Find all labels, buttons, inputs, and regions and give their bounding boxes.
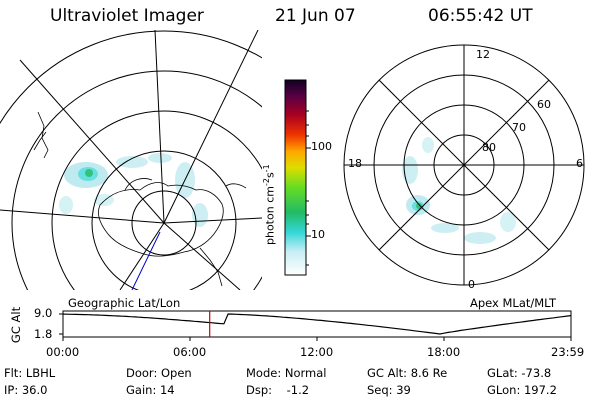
colorbar-unit-exp2: -1 (262, 164, 271, 173)
status-gc-altitude: GC Alt: 8.6 Re (367, 366, 448, 380)
altitude-y-tick-bottom: 1.8 (34, 327, 53, 341)
colorbar-unit-exp1: -2 (262, 178, 271, 187)
altitude-x-tick-0: 00:00 (46, 345, 80, 359)
mlt-label-12: 12 (476, 48, 490, 61)
mlt-label-6: 6 (576, 157, 583, 170)
altitude-axis-title: GC Alt (9, 306, 23, 344)
altitude-x-tick-4: 23:59 (551, 345, 585, 359)
aurora-emission-left (59, 153, 208, 227)
status-door: Door: Open (126, 366, 192, 380)
colorbar-tick-100: 100 (311, 140, 332, 153)
mlat-label-80: 80 (482, 141, 496, 154)
date-label: 21 Jun 07 (275, 6, 356, 26)
coastlines (33, 111, 247, 287)
colorbar-unit-text: photon cm (263, 186, 277, 245)
colorbar-tick-10: 10 (311, 228, 325, 241)
magnetic-map-label: Apex MLat/MLT (470, 296, 557, 310)
lat-circles (0, 30, 262, 290)
altitude-curve (62, 313, 572, 335)
altitude-x-tick-3: 18:00 (427, 345, 461, 359)
status-dsp: Dsp: -1.2 (246, 383, 310, 397)
colorbar-unit-label: photon cm-2s-1 (262, 164, 277, 245)
status-gain: Gain: 14 (126, 383, 175, 397)
mlt-lines (344, 45, 584, 285)
instrument-title: Ultraviolet Imager (50, 6, 204, 26)
status-ip: IP: 36.0 (4, 383, 48, 397)
aurora-emission-right (402, 137, 516, 244)
altitude-plot-frame (62, 310, 572, 338)
altitude-plot (59, 310, 572, 341)
mlt-label-0: 0 (468, 278, 475, 291)
mlat-label-70: 70 (512, 121, 526, 134)
color-scale-bar (284, 79, 307, 276)
altitude-x-ticks (59, 313, 572, 341)
status-filter: Flt: LBHL (4, 366, 56, 380)
altitude-y-tick-top: 9.0 (34, 306, 53, 320)
altitude-x-tick-1: 06:00 (173, 345, 207, 359)
status-glat: GLat: -73.8 (487, 366, 552, 380)
geographic-map (0, 30, 262, 290)
magnetic-map (343, 44, 585, 286)
meridians (0, 30, 262, 290)
altitude-x-tick-2: 12:00 (300, 345, 334, 359)
mlat-label-60: 60 (537, 98, 551, 111)
geographic-map-label: Geographic Lat/Lon (68, 296, 181, 310)
mlt-label-18: 18 (348, 157, 362, 170)
orbit-track (131, 231, 161, 290)
colorbar-unit-s: s (263, 172, 277, 179)
status-mode: Mode: Normal (246, 366, 327, 380)
status-glon: GLon: 197.2 (487, 383, 557, 397)
status-seq: Seq: 39 (367, 383, 411, 397)
color-scale-ticks (306, 110, 311, 266)
time-label: 06:55:42 UT (428, 6, 533, 26)
